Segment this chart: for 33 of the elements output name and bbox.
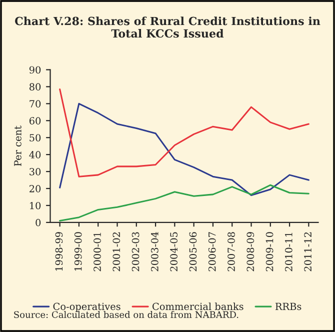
legend-label: Co-operatives [53, 302, 120, 312]
y-tick-label: 20 [30, 184, 41, 192]
x-tick-label: 1998-99 [55, 232, 63, 271]
y-tick-label: 80 [30, 83, 41, 91]
legend-label: RRBs [275, 302, 302, 310]
y-tick-label: 90 [29, 66, 41, 74]
x-tick-label: 2008-09 [246, 232, 254, 272]
y-tick-label: 10 [30, 202, 41, 210]
line-series [59, 184, 310, 222]
x-tick-label: 2002-03 [132, 232, 140, 272]
source-note: Source: Calculated based on data from NABARD. [14, 311, 238, 318]
y-tick-label: 60 [30, 117, 41, 124]
x-tick-label: 1999-00 [74, 232, 82, 271]
y-tick-label: 40 [29, 151, 41, 158]
line-series [59, 88, 310, 178]
x-tick-label: 2009-10 [266, 232, 274, 272]
chart-title: Chart V.28: Shares of Rural Credit Institutions in Total KCCs Issued [15, 16, 320, 38]
legend-label: Commercial banks [152, 302, 244, 310]
x-tick-label: 2011-12 [304, 232, 312, 272]
y-axis-title: Per cent [14, 126, 22, 166]
y-tick-label: 50 [30, 134, 41, 142]
x-tick-label: 2000-01 [94, 232, 101, 272]
x-tick-label: 2007-08 [228, 232, 235, 272]
x-tick-label: 2005-06 [189, 232, 197, 272]
line-series [59, 102, 310, 196]
x-tick-label: 2006-07 [208, 232, 216, 272]
y-tick-label: 0 [36, 218, 41, 226]
y-tick-label: 70 [30, 100, 41, 108]
x-tick-label: 2003-04 [151, 232, 158, 272]
x-tick-label: 2004-05 [170, 232, 178, 272]
x-tick-label: 2001-02 [112, 232, 120, 272]
x-tick-label: 2010-11 [285, 232, 292, 272]
y-tick-label: 30 [30, 168, 41, 176]
